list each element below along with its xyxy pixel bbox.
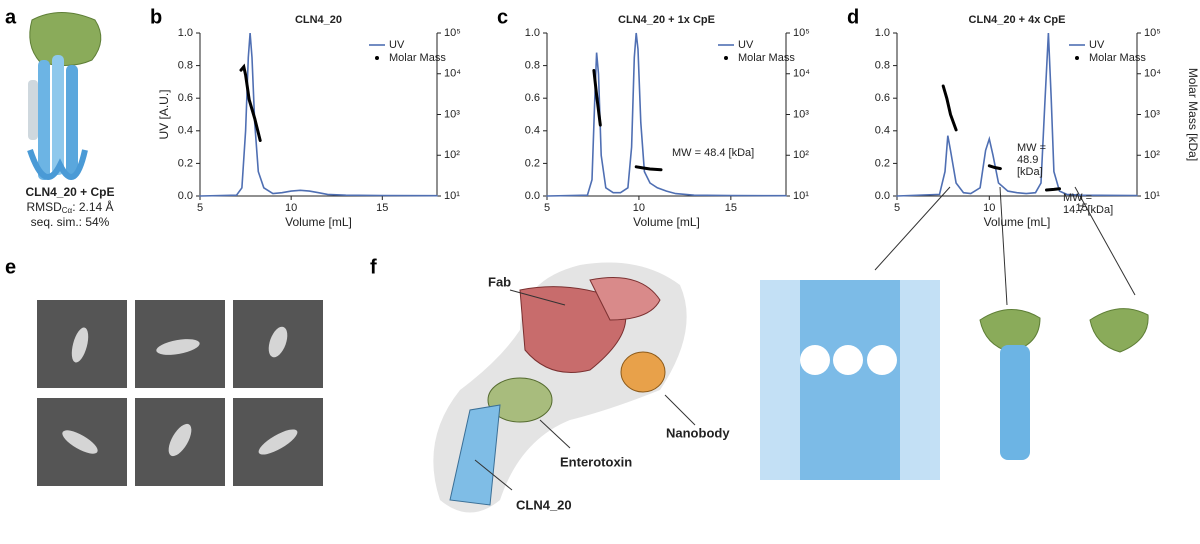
molar-mass-line xyxy=(592,69,663,172)
x-tick-label: 5 xyxy=(197,202,203,214)
x-tick-label: 15 xyxy=(725,202,737,214)
panel-label: c xyxy=(497,6,508,28)
y-tick-label: 0.2 xyxy=(178,157,193,169)
seq-sim: seq. sim.: 54% xyxy=(31,215,110,229)
y-tick-label: 1.0 xyxy=(875,27,890,39)
x-tick-label: 10 xyxy=(983,202,995,214)
y2-axis-label: Molar Mass [kDa] xyxy=(1186,68,1200,161)
rmsd-label: RMSD xyxy=(26,200,62,214)
legend-label: UV xyxy=(389,39,405,51)
y2-tick-label: 10¹ xyxy=(793,190,809,202)
fab-label: Fab xyxy=(488,274,511,289)
structure-name: CLN4_20 + CpE xyxy=(25,185,114,199)
x-tick-label: 15 xyxy=(376,202,388,214)
y2-tick-label: 10³ xyxy=(444,108,460,120)
y2-tick-label: 10⁴ xyxy=(1144,68,1161,80)
y-tick-label: 0.0 xyxy=(525,190,540,202)
molar-mass-line xyxy=(941,84,1061,192)
x-axis-label: Volume [mL] xyxy=(984,215,1051,229)
y2-tick-label: 10⁴ xyxy=(444,68,461,80)
legend-marker xyxy=(375,56,379,60)
panel-label: b xyxy=(150,6,162,28)
y-tick-label: 0.4 xyxy=(525,125,540,137)
charts: CLN4_20 5 10 15 0.0 0.2 0.4 0.6 0.8 1.0 10¹ 10² 10³ 1… xyxy=(157,14,1200,229)
annotation: 14.7 [kDa] xyxy=(1063,204,1113,216)
molar-mass-line xyxy=(239,63,262,142)
y-tick-label: 0.6 xyxy=(525,92,540,104)
y-tick-label: 0.6 xyxy=(875,92,890,104)
y2-tick-label: 10² xyxy=(793,149,809,161)
annotation: 48.9 xyxy=(1017,154,1038,166)
y2-tick-label: 10⁴ xyxy=(793,68,810,80)
x-tick-label: 5 xyxy=(894,202,900,214)
uv-line xyxy=(546,32,787,197)
y2-tick-label: 10² xyxy=(444,149,460,161)
legend-marker xyxy=(724,56,728,60)
y-tick-label: 0.8 xyxy=(178,60,193,72)
y-tick-label: 0.8 xyxy=(525,60,540,72)
complex xyxy=(979,309,1041,460)
y2-tick-label: 10³ xyxy=(1144,108,1160,120)
y-tick-label: 1.0 xyxy=(525,27,540,39)
y-tick-label: 0.8 xyxy=(875,60,890,72)
y2-tick-label: 10⁵ xyxy=(793,27,810,39)
rmsd-sub: Cα xyxy=(62,206,73,215)
cln-label: CLN4_20 xyxy=(516,497,572,512)
x-axis-label: Volume [mL] xyxy=(285,215,352,229)
class-averages xyxy=(37,300,323,486)
y-tick-label: 0.4 xyxy=(178,125,193,137)
y2-tick-label: 10¹ xyxy=(444,190,460,202)
channel-assembly xyxy=(760,280,940,480)
uv-line xyxy=(199,32,438,197)
legend-label: Molar Mass xyxy=(738,52,795,64)
y2-tick-label: 10⁵ xyxy=(444,27,461,39)
y-tick-label: 0.0 xyxy=(875,190,890,202)
x-tick-label: 10 xyxy=(285,202,297,214)
x-tick-label: 15 xyxy=(1075,202,1087,214)
annotation: MW = 48.4 [kDa] xyxy=(672,147,754,159)
x-axis-label: Volume [mL] xyxy=(633,215,700,229)
enterotoxin xyxy=(1089,308,1149,353)
x-tick-label: 5 xyxy=(544,202,550,214)
legend-label: UV xyxy=(738,39,754,51)
legend-label: Molar Mass xyxy=(389,52,446,64)
chart-title: CLN4_20 xyxy=(295,14,342,26)
chart-title: CLN4_20 + 1x CpE xyxy=(618,14,715,26)
y-tick-label: 0.2 xyxy=(525,157,540,169)
y-tick-label: 0.0 xyxy=(178,190,193,202)
y2-tick-label: 10¹ xyxy=(1144,190,1160,202)
y2-tick-label: 10² xyxy=(1144,149,1160,161)
rmsd: RMSDCα: 2.14 Å xyxy=(26,199,113,215)
panel-label: f xyxy=(370,256,377,278)
y2-tick-label: 10³ xyxy=(793,108,809,120)
cryoem-map xyxy=(433,262,687,513)
panel-label: e xyxy=(5,256,16,278)
rmsd-value: : 2.14 Å xyxy=(72,199,113,214)
structure-a xyxy=(27,12,102,180)
legend-marker xyxy=(1075,56,1079,60)
y-tick-label: 0.6 xyxy=(178,92,193,104)
annotation: MW = xyxy=(1017,142,1046,154)
panel-label: a xyxy=(5,6,17,28)
enterotoxin-label: Enterotoxin xyxy=(560,454,632,469)
nanobody-label: Nanobody xyxy=(666,425,730,440)
x-tick-label: 10 xyxy=(633,202,645,214)
pointer-lines xyxy=(474,186,1136,491)
y2-tick-label: 10⁵ xyxy=(1144,27,1161,39)
y-tick-label: 0.4 xyxy=(875,125,890,137)
y-axis-label: UV [A.U.] xyxy=(157,89,171,139)
y-tick-label: 1.0 xyxy=(178,27,193,39)
uv-line xyxy=(896,32,1138,197)
chart-title: CLN4_20 + 4x CpE xyxy=(969,14,1066,26)
annotation: MW = xyxy=(1063,192,1092,204)
panel-label: d xyxy=(847,6,859,28)
legend-label: UV xyxy=(1089,39,1105,51)
y-tick-label: 0.2 xyxy=(875,157,890,169)
legend-label: Molar Mass xyxy=(1089,52,1146,64)
annotation: [kDa] xyxy=(1017,166,1043,178)
